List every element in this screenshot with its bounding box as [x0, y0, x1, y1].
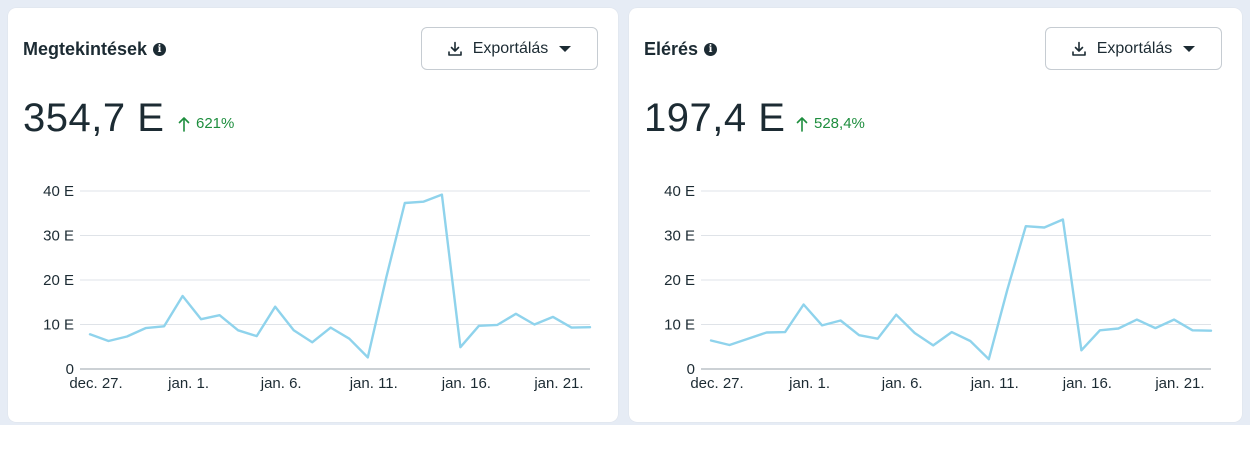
y-tick-label: 30 E	[664, 228, 695, 245]
info-icon[interactable]: i	[704, 43, 718, 56]
y-tick-label: 30 E	[43, 228, 74, 245]
x-tick-label: jan. 21.	[1154, 375, 1204, 392]
y-tick-label: 0	[687, 361, 695, 378]
export-button-label: Exportálás	[1096, 39, 1173, 57]
card-title: Megtekintések i	[23, 39, 167, 60]
series-line	[88, 193, 592, 359]
x-tick-label: jan. 21.	[533, 375, 583, 392]
reach-card: Elérés i Exportálás 197,4 E 528,4% 0 10 E…	[629, 8, 1242, 422]
change-indicator: 528,4%	[796, 115, 865, 132]
export-button[interactable]: Exportálás	[421, 27, 598, 70]
y-tick-label: 10 E	[43, 317, 74, 334]
x-tick-label: jan. 6.	[260, 375, 302, 392]
caret-down-icon	[559, 45, 572, 52]
x-tick-label: jan. 6.	[881, 375, 923, 392]
download-icon	[447, 41, 462, 56]
y-tick-label: 20 E	[43, 272, 74, 289]
change-value: 528,4%	[814, 115, 865, 132]
x-tick-label: jan. 11.	[349, 375, 398, 392]
x-tick-label: dec. 27.	[69, 375, 122, 392]
x-tick-label: jan. 1.	[167, 375, 209, 392]
card-title-text: Elérés	[644, 39, 699, 59]
info-icon[interactable]: i	[153, 43, 167, 56]
export-button[interactable]: Exportálás	[1045, 27, 1222, 70]
change-indicator: 621%	[178, 115, 234, 132]
x-tick-label: jan. 16.	[1062, 375, 1112, 392]
x-tick-label: dec. 27.	[690, 375, 743, 392]
caret-down-icon	[1183, 45, 1196, 52]
total-value: 197,4 E	[644, 96, 786, 140]
x-tick-label: jan. 16.	[441, 375, 491, 392]
card-title: Elérés i	[644, 39, 718, 60]
views-line-chart: 0 10 E 20 E 30 E 40 E dec. 27. jan. 1. jan. 6. j…	[43, 183, 592, 392]
y-tick-label: 40 E	[43, 183, 74, 200]
reach-line-chart: 0 10 E 20 E 30 E 40 E dec. 27. jan. 1. jan. 6. j…	[664, 183, 1213, 392]
y-tick-label: 10 E	[664, 317, 695, 334]
export-button-label: Exportálás	[472, 39, 549, 57]
y-tick-label: 20 E	[664, 272, 695, 289]
arrow-up-icon	[796, 116, 808, 132]
y-tick-label: 40 E	[664, 183, 695, 200]
views-card: Megtekintések i Exportálás 354,7 E 621% …	[8, 8, 618, 422]
x-tick-label: jan. 1.	[788, 375, 830, 392]
download-icon	[1071, 41, 1086, 56]
x-tick-label: jan. 11.	[970, 375, 1019, 392]
card-title-text: Megtekintések	[23, 39, 148, 59]
series-line	[709, 218, 1213, 361]
y-tick-label: 0	[66, 361, 74, 378]
arrow-up-icon	[178, 116, 190, 132]
total-value: 354,7 E	[23, 96, 165, 140]
change-value: 621%	[196, 115, 235, 132]
